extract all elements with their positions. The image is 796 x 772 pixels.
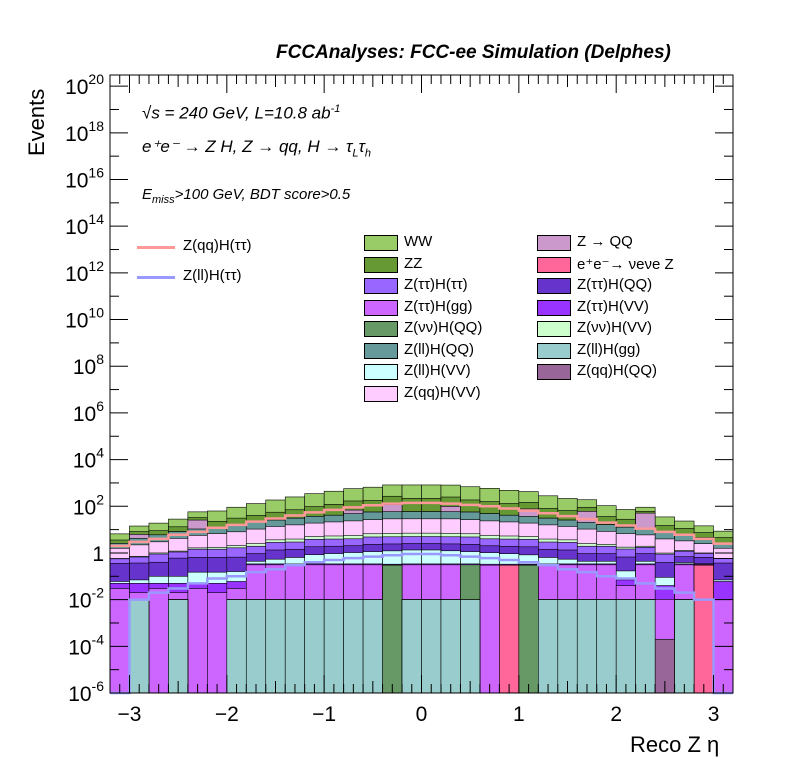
signal-lines [110, 501, 733, 695]
bar-z-ll-h-gg- [421, 599, 442, 694]
x-tick-label: 2 [610, 703, 622, 726]
x-tick-label: 3 [708, 703, 720, 726]
legend-label: Z → QQ [577, 233, 633, 250]
y-tick-label: 1 [92, 543, 104, 566]
bar-z-ll-h-gg- [401, 599, 422, 694]
y-tick-label: 1020 [65, 71, 104, 99]
line-z-qq-h- [110, 501, 733, 548]
legend-label: Z(ll)H(gg) [577, 340, 641, 358]
bar-z-h-qq- [382, 564, 403, 694]
bar-z-ll-h-gg- [596, 599, 617, 694]
legend-swatch [364, 235, 398, 251]
y-tick-label: 104 [73, 445, 104, 473]
x-tick-label: 1 [513, 703, 525, 726]
process-annotation: e⁺e⁻ → Z H, Z → qq, H → τLτh [142, 137, 372, 160]
energy-annotation: √s = 240 GeV, L=10.8 ab-1 [142, 103, 341, 123]
bar-z-ll-h-gg- [538, 599, 559, 694]
y-tick-label: 1012 [65, 258, 104, 286]
y-tick-label: 108 [73, 351, 104, 379]
legend-swatch [537, 299, 571, 316]
legend-swatch [364, 278, 398, 294]
bar-z-h-gg- [479, 564, 500, 694]
legend-swatch [537, 278, 571, 294]
legend-swatch [364, 342, 398, 359]
y-tick-label: 10-2 [68, 585, 104, 613]
legend-label: Z(ττ)H(ττ) [404, 276, 468, 293]
legend-swatch [537, 256, 571, 273]
x-tick-label: −1 [312, 703, 336, 726]
bar-z-ll-h-gg- [265, 599, 286, 694]
legend-swatch [537, 321, 571, 337]
y-tick-label: 1014 [65, 211, 104, 239]
y-tick-label: 106 [73, 398, 104, 426]
legend-label: ZZ [404, 254, 423, 272]
y-tick-label: 1018 [65, 118, 104, 146]
bar-z-ll-h-gg- [460, 599, 481, 694]
bar-z-ll-h-gg- [343, 599, 364, 694]
bar-z-h-gg- [148, 588, 169, 694]
legend-label: Z(qq)H(VV) [404, 383, 481, 401]
bar-z-h-qq- [518, 564, 539, 694]
y-tick-label: 1016 [65, 165, 104, 193]
legend-label: Z(ll)H(QQ) [404, 340, 474, 358]
legend-swatch [364, 256, 398, 273]
axis-ticks: −3 −2 −1 0 1 2 3 10-6 10-4 10-2 1 102 104 106 108 1010 1… [65, 71, 734, 726]
bar-z-ll-h-gg- [557, 599, 578, 694]
legend-swatch [364, 299, 398, 316]
bar-z-ll-h-gg- [245, 599, 267, 694]
stack-bars [109, 484, 734, 694]
bar-z-ll-h-gg- [226, 599, 247, 694]
bar-z-ll-h-gg- [635, 599, 656, 694]
legend-label: Z(ττ)H(VV) [577, 297, 649, 315]
legend-swatch [537, 342, 571, 359]
bar-z-ll-h-gg- [129, 599, 150, 694]
bar-z-h-gg- [109, 588, 130, 694]
legend-label: Z(ll)H(VV) [404, 362, 471, 379]
bar-z-ll-h-gg- [440, 599, 461, 694]
legend-swatch [364, 364, 398, 380]
legend-label: Z(νν)H(VV) [577, 319, 652, 336]
bar-z-h-gg- [207, 592, 228, 694]
line-z-ll-h- [110, 552, 733, 695]
legend-label: Z(ll)H(ττ) [183, 267, 242, 284]
y-tick-label: 10-6 [68, 678, 104, 706]
bar-z-ll-h-gg- [284, 599, 305, 694]
bar-z-ll-h-gg- [576, 599, 598, 694]
bar-e-e-e-e-z [693, 564, 714, 694]
x-tick-label: 0 [416, 703, 428, 726]
y-tick-label: 10-4 [68, 631, 104, 659]
legend-label: Z(ττ)H(gg) [404, 297, 473, 315]
y-axis-label: Events [24, 88, 49, 156]
legend-swatch [364, 321, 398, 337]
legend-label: Z(qq)H(QQ) [577, 362, 657, 379]
x-tick-label: −2 [215, 703, 239, 726]
legend-swatch [364, 385, 398, 402]
bar-z-ll-h-gg- [674, 599, 695, 694]
legend-label: Z(qq)H(ττ) [183, 237, 252, 254]
chart-title: FCCAnalyses: FCC-ee Simulation (Delphes) [276, 42, 671, 63]
bar-z-h-gg- [187, 588, 208, 694]
bar-z-ll-h-gg- [615, 599, 636, 694]
bar-z-ll-h-gg- [304, 599, 325, 694]
bar-z-ll-h-gg- [168, 599, 189, 694]
legend-label: e⁺e⁻→ νeνe Z [577, 255, 674, 273]
legend-swatch [137, 246, 175, 249]
x-axis-label: Reco Z η [630, 732, 720, 757]
bar-z-ll-h-gg- [362, 599, 383, 694]
legend-swatch [537, 364, 571, 380]
y-tick-label: 102 [73, 491, 104, 519]
legend-swatch [537, 235, 571, 251]
selection-annotation: Emiss>100 GeV, BDT score>0.5 [142, 186, 351, 206]
legend-label: Z(νν)H(QQ) [404, 319, 483, 336]
bar-z-ll-h-gg- [323, 599, 344, 694]
y-tick-label: 1010 [65, 305, 104, 333]
legend-label: WW [404, 233, 433, 250]
legend-label: Z(ττ)H(QQ) [577, 276, 653, 293]
x-tick-label: −3 [117, 703, 141, 726]
bar-e-e-e-e-z [499, 564, 520, 694]
legend-swatch [137, 276, 175, 279]
